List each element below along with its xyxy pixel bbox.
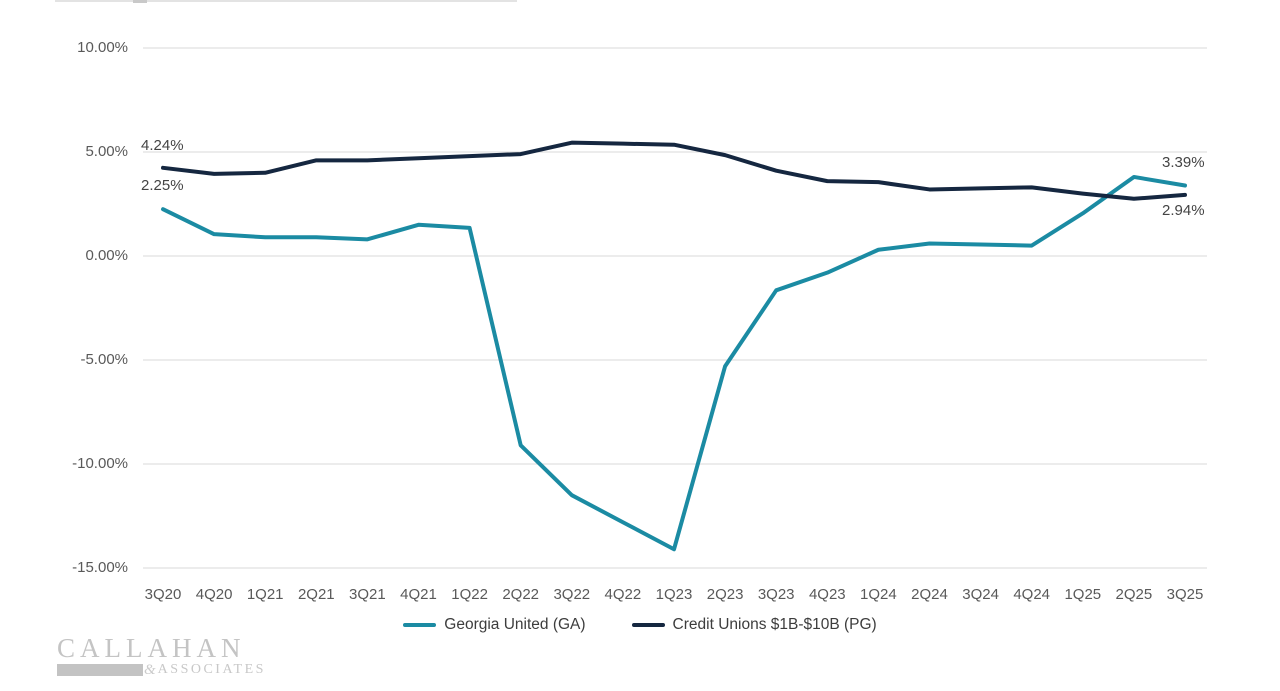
y-tick-label: 10.00% (77, 39, 128, 56)
data-point-label: 3.39% (1162, 154, 1205, 171)
logo-callahan-text: CALLAHAN (57, 633, 246, 663)
x-tick-label: 2Q22 (502, 586, 540, 603)
y-tick-label: 0.00% (85, 247, 128, 264)
callahan-logo: CALLAHAN & ASSOCIATES (57, 633, 266, 678)
y-tick-label: -5.00% (80, 351, 128, 368)
logo-associates-text: ASSOCIATES (157, 662, 266, 677)
series-line-georgia-united-ga- (161, 174, 1187, 552)
legend-swatch (631, 622, 665, 628)
plot-area (143, 47, 1207, 569)
legend-item-georgia-united-ga-[interactable]: Georgia United (GA) (403, 616, 586, 634)
x-tick-label: 2Q24 (911, 586, 948, 603)
x-tick-label: 1Q21 (246, 586, 284, 603)
cropped-title-remnant-mark (133, 0, 147, 3)
x-tick-label: 1Q25 (1064, 586, 1102, 603)
x-tick-label: 3Q22 (553, 586, 591, 603)
y-tick-label: 5.00% (85, 143, 128, 160)
x-tick-label: 2Q25 (1115, 586, 1153, 603)
legend-swatch (403, 622, 437, 628)
x-tick-label: 3Q25 (1166, 586, 1204, 603)
x-tick-label: 4Q24 (1013, 586, 1051, 603)
data-point-label: 2.25% (141, 177, 184, 194)
x-tick-label: 1Q22 (451, 586, 488, 603)
x-tick-label: 3Q23 (757, 586, 795, 603)
x-tick-label: 2Q21 (297, 586, 335, 603)
legend-item-credit-unions-1b-10b-pg-[interactable]: Credit Unions $1B-$10B (PG) (631, 616, 877, 634)
data-point-label: 4.24% (141, 137, 184, 154)
logo-second-row: & ASSOCIATES (57, 661, 266, 678)
logo-bar (57, 664, 143, 676)
cropped-title-remnant (55, 0, 517, 2)
x-tick-label: 4Q22 (604, 586, 642, 603)
x-tick-label: 3Q20 (144, 586, 182, 603)
x-tick-label: 4Q20 (195, 586, 233, 603)
y-tick-label: -15.00% (72, 559, 128, 576)
legend-label: Credit Unions $1B-$10B (PG) (672, 616, 877, 633)
chart-legend: Georgia United (GA) Credit Unions $1B-$10… (0, 616, 1280, 634)
y-tick-label: -10.00% (72, 455, 128, 472)
series-line-credit-unions-1b-10b-pg- (161, 140, 1187, 201)
x-tick-label: 3Q21 (349, 586, 386, 603)
logo-ampersand: & (144, 661, 156, 678)
data-point-label: 2.94% (1162, 202, 1205, 219)
legend-label: Georgia United (GA) (444, 616, 586, 633)
x-tick-label: 4Q23 (808, 586, 846, 603)
x-tick-label: 1Q24 (860, 586, 897, 603)
x-tick-label: 1Q23 (655, 586, 693, 603)
x-tick-label: 2Q23 (706, 586, 744, 603)
x-tick-label: 3Q24 (962, 586, 999, 603)
x-tick-label: 4Q21 (400, 586, 437, 603)
